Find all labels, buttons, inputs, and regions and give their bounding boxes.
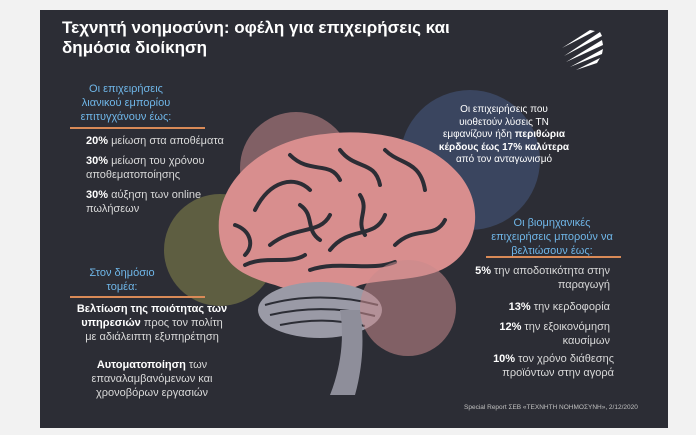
industry-item-1: 5% την αποδοτικότητα στην παραγωγή: [475, 265, 610, 291]
public-header: Στον δημόσιο τομέα:: [89, 267, 155, 293]
infographic-panel: Τεχνητή νοημοσύνη: οφέλη για επιχειρήσει…: [40, 10, 668, 428]
industry-header-rule: [486, 256, 621, 258]
brain-stem: [330, 310, 363, 395]
retail-item-1: 20% μείωση στα αποθέματα: [86, 135, 224, 147]
industry-item-2: 13% την κερδοφορία: [508, 301, 610, 313]
retail-header-rule: [70, 127, 205, 129]
retail-item-3: 30% αύξηση των online πωλήσεων: [86, 189, 202, 215]
industry-header: Οι βιομηχανικές επιχειρήσεις μπορούν να …: [491, 217, 613, 257]
sev-logo-icon: [562, 30, 603, 70]
industry-item-4: 10% τον χρόνο διάθεσης προϊόντων στην αγ…: [493, 353, 614, 379]
industry-item-3: 12% την εξοικονόμηση καυσίμων: [499, 321, 610, 347]
pink-circle-bottom: [360, 260, 456, 356]
public-header-rule: [70, 296, 205, 298]
source-footer: Special Report ΣΕΒ «ΤΕΧΝΗΤΗ ΝΟΗΜΟΣΥΝΗ», …: [464, 404, 638, 411]
public-item-1: Βελτίωση της ποιότητας των υπηρεσιών προ…: [76, 303, 228, 343]
public-item-2: Αυτοματοποίηση των επαναλαμβανόμενων και…: [91, 359, 213, 399]
brain-illustration: [164, 90, 540, 395]
retail-item-2: 30% μείωση του χρόνου αποθεματοποίησης: [86, 155, 205, 181]
profit-margin-bubble: Οι επιχειρήσεις που υιοθετούν λύσεις ΤΝ …: [438, 104, 570, 165]
retail-header: Οι επιχειρήσεις λιανικού εμπορίου επιτυγ…: [80, 83, 172, 123]
brain-shape: [218, 132, 476, 293]
page-title: Τεχνητή νοημοσύνη: οφέλη για επιχειρήσει…: [62, 18, 450, 57]
